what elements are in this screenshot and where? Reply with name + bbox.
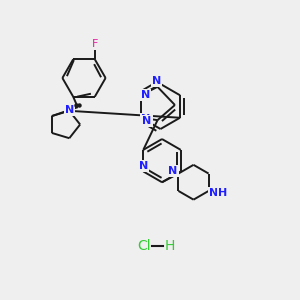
Text: N: N [152, 76, 161, 86]
Text: F: F [92, 39, 98, 49]
Text: N: N [141, 90, 150, 100]
Text: N: N [142, 116, 152, 126]
Text: Cl: Cl [137, 239, 151, 253]
Text: H: H [218, 188, 228, 198]
Text: N: N [65, 105, 74, 115]
Text: N: N [209, 188, 219, 198]
Text: H: H [164, 239, 175, 253]
Text: N: N [139, 161, 148, 171]
Text: N: N [168, 166, 178, 176]
Text: N: N [141, 114, 150, 124]
